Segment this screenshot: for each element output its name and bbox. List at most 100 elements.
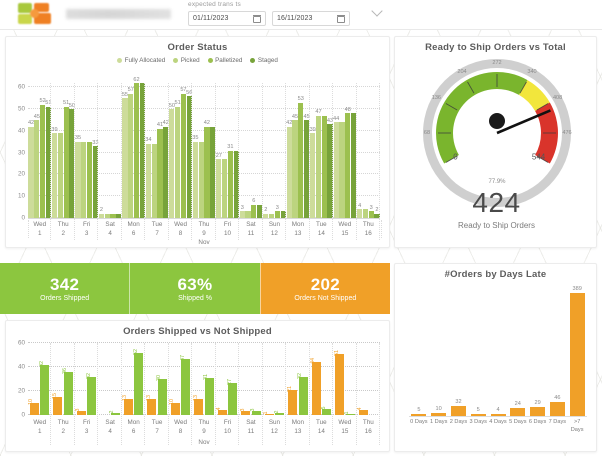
collapse-filters-button[interactable]	[359, 3, 383, 17]
bar[interactable]	[110, 213, 116, 218]
bar[interactable]: 35	[75, 135, 81, 218]
bar[interactable]: 43	[327, 118, 333, 218]
bar[interactable]	[339, 122, 345, 218]
bar[interactable]: 46	[549, 395, 565, 416]
calendar-icon[interactable]	[253, 14, 261, 23]
bar[interactable]: 42	[286, 120, 292, 218]
bar[interactable]	[222, 159, 228, 218]
bar[interactable]	[233, 150, 239, 218]
bar[interactable]: 47	[315, 109, 322, 218]
bar[interactable]: 31	[203, 374, 214, 415]
calendar-icon[interactable]	[337, 14, 345, 23]
bar[interactable]: 34	[145, 137, 152, 218]
bar[interactable]: 57	[180, 87, 187, 218]
bar[interactable]	[268, 213, 275, 218]
bar[interactable]: 1	[344, 411, 355, 415]
bar[interactable]: 2	[98, 207, 105, 218]
bar[interactable]: 2	[374, 207, 380, 218]
bar[interactable]: 42	[204, 120, 210, 218]
bar[interactable]: 27	[216, 153, 222, 218]
bar[interactable]	[210, 126, 216, 218]
bar[interactable]: 4	[216, 408, 227, 415]
bar[interactable]: 51	[334, 350, 345, 415]
bar[interactable]: 15	[52, 393, 63, 415]
bar[interactable]: 32	[297, 373, 308, 415]
bar[interactable]: 39	[310, 127, 316, 218]
bar[interactable]: 44	[310, 358, 321, 415]
bar[interactable]	[257, 204, 263, 218]
kpi-card[interactable]: 342 Orders Shipped	[0, 263, 130, 314]
bar[interactable]: 29	[530, 400, 546, 416]
bar[interactable]: 42	[28, 120, 34, 218]
bar[interactable]: 57	[128, 87, 134, 218]
bar[interactable]: 3	[240, 409, 251, 415]
bar[interactable]: 24	[510, 401, 526, 416]
kpi-card[interactable]: 202 Orders Not Shipped	[259, 263, 390, 314]
bar[interactable]: 53	[298, 96, 304, 218]
bar[interactable]	[86, 141, 93, 218]
bar[interactable]: 10	[169, 399, 180, 415]
bar[interactable]: 44	[333, 116, 339, 218]
bar[interactable]: 4	[357, 408, 368, 415]
bar[interactable]: 33	[92, 140, 98, 218]
bar[interactable]: 41	[157, 122, 163, 218]
bar[interactable]	[198, 141, 204, 218]
bar[interactable]	[57, 133, 63, 218]
legend-item[interactable]: Picked	[173, 57, 200, 64]
bar[interactable]	[350, 113, 357, 218]
bar[interactable]: 389	[569, 286, 585, 416]
bar[interactable]: 42	[163, 120, 169, 218]
bar[interactable]	[321, 115, 327, 218]
bar[interactable]: 3	[368, 205, 374, 218]
bar[interactable]: 56	[186, 90, 192, 218]
bar[interactable]: 2	[109, 410, 120, 415]
legend-item[interactable]: Staged	[250, 57, 278, 64]
bar[interactable]: 31	[227, 144, 233, 218]
bar[interactable]	[151, 143, 157, 218]
bar[interactable]: 62	[133, 77, 140, 218]
bar[interactable]: 51	[45, 100, 52, 218]
bar[interactable]: 30	[156, 375, 167, 415]
bar[interactable]: 51	[175, 100, 181, 218]
bar[interactable]: 5	[321, 407, 332, 415]
bar[interactable]: 10	[431, 406, 447, 416]
bar[interactable]: 50	[169, 103, 175, 218]
bar[interactable]: 6	[251, 198, 257, 218]
bar[interactable]	[245, 211, 251, 218]
bar[interactable]: 5	[411, 407, 427, 416]
bar[interactable]: 45	[292, 114, 298, 218]
bar[interactable]: 13	[146, 395, 157, 415]
bar[interactable]: 1	[263, 411, 274, 415]
bar[interactable]: 42	[39, 361, 50, 415]
bar[interactable]: 55	[122, 92, 128, 218]
bar[interactable]: 13	[122, 395, 133, 415]
legend-item[interactable]: Fully Allocated	[117, 57, 165, 64]
bar[interactable]: 4	[357, 203, 363, 218]
date-to-input[interactable]: 16/11/2023	[272, 11, 350, 26]
date-from-input[interactable]: 01/11/2023	[188, 11, 266, 26]
bar[interactable]: 32	[450, 399, 466, 416]
bar[interactable]: 52	[40, 98, 46, 218]
bar[interactable]: 4	[490, 407, 506, 416]
bar[interactable]: 3	[250, 409, 261, 415]
bar[interactable]	[139, 83, 145, 218]
bar[interactable]: 47	[180, 355, 191, 415]
bar[interactable]: 27	[227, 379, 238, 415]
bar[interactable]	[81, 141, 87, 218]
bar[interactable]: 36	[62, 368, 73, 415]
bar[interactable]: 35	[192, 135, 198, 218]
bar[interactable]: 52	[133, 349, 144, 415]
bar[interactable]: 21	[287, 386, 298, 415]
legend-item[interactable]: Palletized	[207, 57, 242, 64]
bar[interactable]: 50	[69, 103, 75, 218]
bar[interactable]	[104, 213, 110, 218]
bar[interactable]: 39	[51, 127, 58, 218]
bar[interactable]: 3	[75, 409, 86, 415]
bar[interactable]: 2	[274, 410, 285, 415]
bar[interactable]: 48	[345, 107, 351, 218]
bar[interactable]: 13	[193, 395, 204, 415]
bar[interactable]: 51	[63, 100, 69, 218]
bar[interactable]	[116, 213, 122, 218]
bar[interactable]: 45	[303, 114, 310, 218]
bar[interactable]: 5	[470, 407, 486, 416]
